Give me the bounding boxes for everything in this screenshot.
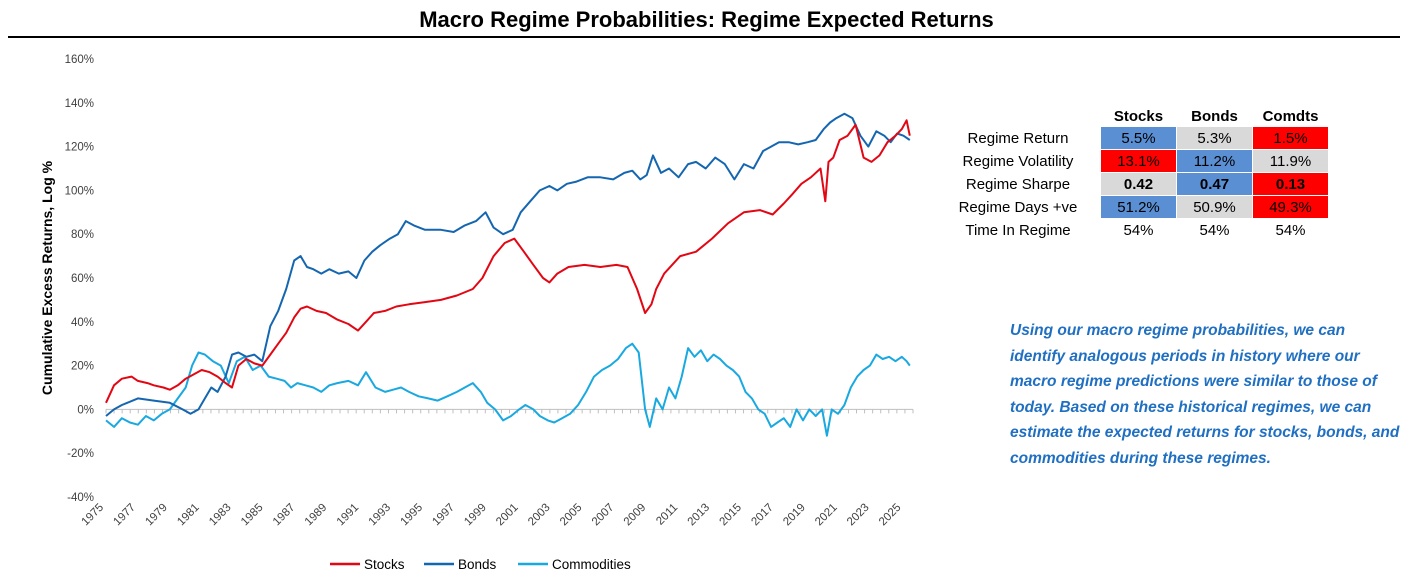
x-tick-label: 2011 [654, 502, 680, 528]
column-header: Comdts [1262, 107, 1319, 125]
x-tick-label: 2001 [494, 502, 521, 529]
x-tick-label: 1975 [80, 502, 107, 529]
x-tick-label: 2023 [845, 502, 872, 529]
table-cell: 50.9% [1176, 195, 1253, 219]
table-cell: 0.13 [1252, 172, 1329, 196]
table-cell: 5.3% [1176, 126, 1253, 150]
x-tick-label: 1985 [239, 502, 266, 529]
row-label: Regime Days +ve [958, 198, 1078, 216]
series-line-commodities [105, 342, 911, 437]
y-tick-label: 100% [65, 185, 94, 197]
series-line-stocks [105, 119, 911, 404]
table-row: Regime Days +ve 51.2% 50.9% 49.3% [940, 195, 1329, 219]
y-tick-label: 40% [71, 317, 94, 329]
y-tick-label: 20% [71, 361, 94, 373]
x-tick-label: 2021 [813, 502, 840, 529]
commentary-text: Using our macro regime probabilities, we… [1010, 322, 1400, 467]
y-tick-label: 80% [71, 229, 94, 241]
x-tick-label: 2003 [526, 502, 553, 529]
y-tick-label: 60% [71, 273, 94, 285]
x-tick-label: 1997 [430, 502, 457, 529]
y-tick-label: -40% [67, 492, 94, 504]
table-cell: 0.47 [1176, 172, 1253, 196]
y-tick-label: 0% [77, 404, 94, 416]
table-cell: 11.9% [1252, 149, 1329, 173]
table-cell: 13.1% [1100, 149, 1177, 173]
x-tick-label: 1977 [111, 502, 138, 529]
table-row: Time In Regime 54% 54% 54% [940, 218, 1329, 242]
x-axis: 1975 1977 1979 1981 1983 1985 1987 1989 1991 1993… [80, 409, 914, 529]
x-tick-label: 1993 [367, 502, 394, 529]
column-header: Stocks [1113, 107, 1164, 125]
x-tick-label: 2005 [558, 502, 585, 529]
y-tick-label: 120% [65, 142, 94, 154]
x-tick-label: 2015 [717, 502, 744, 529]
row-label: Regime Sharpe [965, 175, 1071, 193]
x-tick-label: 1999 [462, 502, 489, 529]
row-label: Regime Return [967, 129, 1069, 147]
table-cell: 54% [1176, 218, 1253, 242]
series-lines [105, 112, 911, 437]
x-tick-label: 2007 [590, 502, 617, 529]
x-tick-label: 2025 [877, 502, 904, 529]
y-axis: -40% -20% 0% 20% 40% 60% 80% 100% 120% 140% 160% [65, 54, 94, 504]
x-tick-label: 2009 [622, 502, 649, 529]
x-tick-label: 1995 [399, 502, 426, 529]
table-cell: 54% [1100, 218, 1177, 242]
row-label: Regime Volatility [962, 152, 1074, 170]
x-tick-label: 1987 [271, 502, 298, 529]
title-divider [8, 36, 1400, 38]
y-tick-label: 160% [65, 54, 94, 66]
series-line-bonds [105, 112, 911, 417]
x-tick-label: 1981 [175, 502, 202, 529]
chart-title: Macro Regime Probabilities: Regime Expec… [419, 7, 994, 32]
table-cell: 5.5% [1100, 126, 1177, 150]
row-label: Time In Regime [965, 221, 1071, 239]
table-header-row: Stocks Bonds Comdts [940, 106, 1329, 127]
x-tick-label: 1983 [207, 502, 234, 529]
x-tick-label: 1991 [335, 502, 362, 529]
table-row: Regime Volatility 13.1% 11.2% 11.9% [940, 149, 1329, 173]
table-cell: 54% [1252, 218, 1329, 242]
table-cell: 1.5% [1252, 126, 1329, 150]
y-tick-label: 140% [65, 98, 94, 110]
table-cell: 0.42 [1100, 172, 1177, 196]
table-cell: 11.2% [1176, 149, 1253, 173]
column-header: Bonds [1191, 107, 1238, 125]
legend-label-commodities: Commodities [552, 557, 631, 572]
legend: Stocks Bonds Commodities [330, 557, 631, 572]
line-chart: -40% -20% 0% 20% 40% 60% 80% 100% 120% 140% 160% C… [39, 54, 914, 572]
y-tick-label: -20% [67, 448, 94, 460]
table-corner [940, 106, 1101, 127]
x-tick-label: 1979 [143, 502, 170, 529]
table-row: Regime Return 5.5% 5.3% 1.5% [940, 126, 1329, 150]
y-axis-label: Cumulative Excess Returns, Log % [39, 160, 55, 395]
table-cell: 51.2% [1100, 195, 1177, 219]
legend-label-bonds: Bonds [458, 557, 497, 572]
x-tick-label: 2013 [686, 502, 713, 529]
table-row: Regime Sharpe 0.42 0.47 0.13 [940, 172, 1329, 196]
x-tick-label: 1989 [303, 502, 330, 529]
regime-stats-table: Stocks Bonds Comdts Regime Return 5.5% 5.3… [940, 106, 1329, 242]
x-tick-label: 2017 [749, 502, 776, 529]
table-cell: 49.3% [1252, 195, 1329, 219]
legend-label-stocks: Stocks [364, 557, 405, 572]
x-tick-label: 2019 [781, 502, 808, 529]
